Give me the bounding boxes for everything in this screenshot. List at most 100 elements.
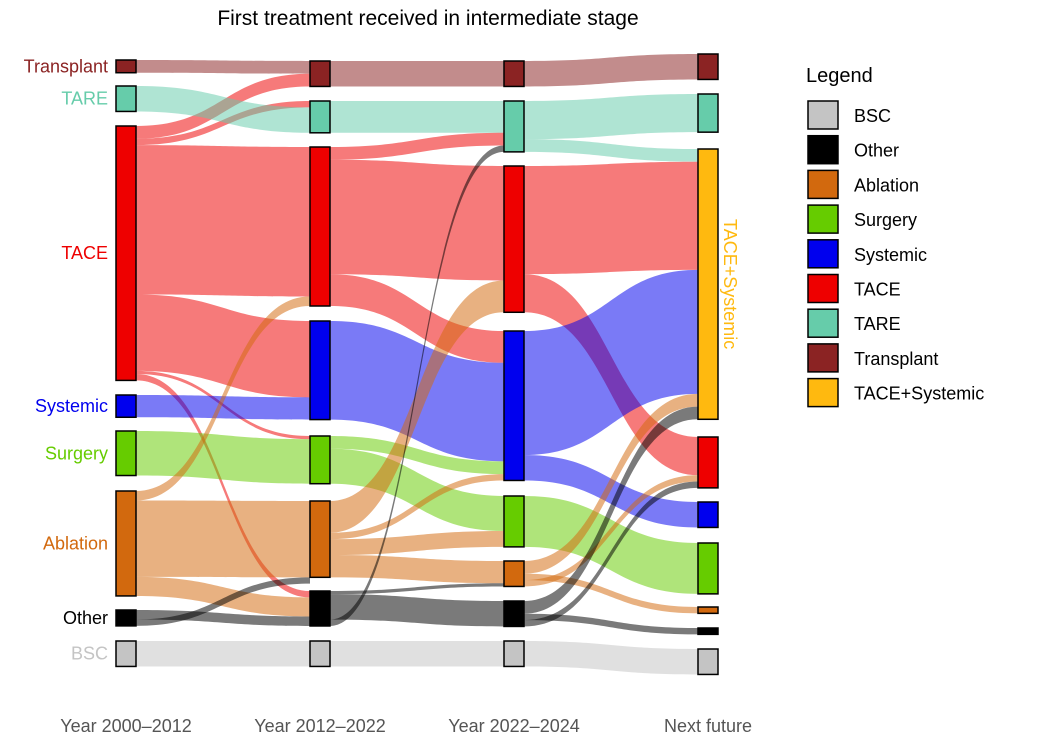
node-systemic-stage-2 [309,320,331,421]
node-transplant-stage-1 [115,59,137,74]
node-transplant-stage-2 [309,60,331,88]
node-tace-stage-1 [115,125,137,382]
link-systemic-to-systemic-stage-1 [136,395,310,420]
link-ablation-to-tace-stage-1 [136,296,310,501]
link-transplant-to-transplant-stage-2 [330,61,504,87]
link-ablation-to-other-stage-1 [136,576,310,617]
link-surgery-to-systemic-stage-2 [330,436,504,475]
node-tace-stage-2 [309,146,331,307]
label-ablation: Ablation [43,533,108,553]
link-tare-to-tace-systemic-stage-3 [524,139,698,162]
legend-label-other: Other [854,141,899,161]
node-other-stage-1 [115,609,137,627]
label-bsc: BSC [71,644,108,664]
node-transplant-stage-3 [503,60,525,88]
node-tace-systemic-stage-4 [697,148,719,421]
link-ablation-to-ablation-stage-2 [330,555,504,584]
node-surgery-stage-2 [309,435,331,485]
legend-swatch-bsc [807,100,839,130]
link-ablation-to-tace-stage-3 [524,475,698,587]
node-ablation-stage-1 [115,490,137,597]
link-ablation-to-systemic-stage-2 [330,474,504,540]
link-other-to-tare-stage-2 [330,145,504,626]
node-bsc-stage-3 [503,640,525,668]
legend-label-ablation: Ablation [854,175,919,195]
node-other-stage-4 [697,627,719,636]
link-transplant-to-transplant-stage-1 [136,60,310,74]
legend-label-transplant: Transplant [854,349,938,369]
legend-title: Legend [806,65,873,87]
node-tace-stage-3 [503,165,525,314]
node-ablation-stage-3 [503,560,525,588]
link-tace-to-tace-systemic-stage-3 [524,161,698,275]
link-surgery-to-surgery-stage-1 [136,431,310,484]
link-tace-to-other-stage-1 [136,374,310,598]
legend-swatch-surgery [807,204,839,234]
node-surgery-stage-4 [697,542,719,595]
node-other-stage-3 [503,600,525,628]
link-other-to-tace-stage-3 [524,481,698,627]
legend: Legend BSC Other Ablation Surgery Systemic TA… [806,65,984,408]
node-tace-stage-4 [697,436,719,489]
legend-label-tace-systemic: TACE+Systemic [854,384,984,404]
link-tace-to-systemic-stage-2 [330,274,504,363]
legend-label-tare: TARE [854,314,901,334]
label-other: Other [63,608,108,628]
chart-title: First treatment received in intermediate… [217,7,638,30]
link-bsc-to-bsc-stage-1 [136,641,310,667]
link-tare-to-tare-stage-2 [330,101,504,133]
node-tare-stage-1 [115,85,137,113]
link-ablation-to-surgery-stage-2 [330,530,504,556]
link-bsc-to-bsc-stage-2 [330,641,504,667]
node-transplant-stage-4 [697,53,719,81]
link-ablation-to-tace-stage-2 [330,280,504,533]
legend-swatch-ablation [807,169,839,200]
legend-label-surgery: Surgery [854,210,917,230]
node-bsc-stage-4 [697,648,719,676]
legend-swatch-tace-systemic [807,377,839,408]
label-tare: TARE [61,89,108,109]
link-tare-to-tare-stage-3 [524,94,698,140]
label-transplant: Transplant [24,56,108,76]
label-surgery: Surgery [45,443,108,463]
links-layer [136,54,698,675]
label-systemic: Systemic [35,396,108,416]
stage-label-1: Year 2000–2012 [60,716,191,736]
legend-swatch-tace [807,273,839,304]
node-surgery-stage-1 [115,430,137,477]
link-other-to-other-stage-3 [524,613,698,635]
link-transplant-to-transplant-stage-3 [524,54,698,87]
node-bsc-stage-2 [309,640,331,668]
legend-swatch-transplant [807,343,839,373]
link-other-to-other-stage-2 [330,594,504,627]
link-tace-to-tare-stage-2 [330,132,504,160]
node-bsc-stage-1 [115,640,137,668]
stage-axis: Year 2000–2012 Year 2012–2022 Year 2022–20… [60,716,752,736]
node-other-stage-2 [309,590,331,627]
link-systemic-to-tace-systemic-stage-3 [524,269,698,456]
link-tace-to-tace-stage-1 [136,145,310,297]
link-ablation-to-ablation-stage-3 [524,573,698,614]
link-bsc-to-bsc-stage-3 [524,641,698,675]
link-ablation-to-ablation-stage-1 [136,500,310,578]
node-tare-stage-2 [309,100,331,134]
link-other-to-tace-systemic-stage-3 [524,406,698,614]
stage-label-4: Next future [664,716,752,736]
node-systemic-stage-1 [115,394,137,419]
legend-swatch-other [807,134,839,165]
label-tace: TACE [61,243,108,263]
node-tare-stage-3 [503,100,525,153]
node-systemic-stage-3 [503,330,525,482]
legend-swatch-systemic [807,239,839,269]
link-other-to-ablation-stage-1 [136,577,310,626]
stage-label-3: Year 2022–2024 [448,716,579,736]
stage-label-2: Year 2012–2022 [254,716,385,736]
node-tare-stage-4 [697,93,719,133]
link-other-to-ablation-stage-2 [330,583,504,595]
link-tare-to-tare-stage-1 [136,86,310,133]
legend-swatch-tare [807,308,839,338]
legend-label-systemic: Systemic [854,245,927,265]
legend-label-tace: TACE [854,280,901,300]
link-tace-to-tace-stage-2 [330,159,504,281]
